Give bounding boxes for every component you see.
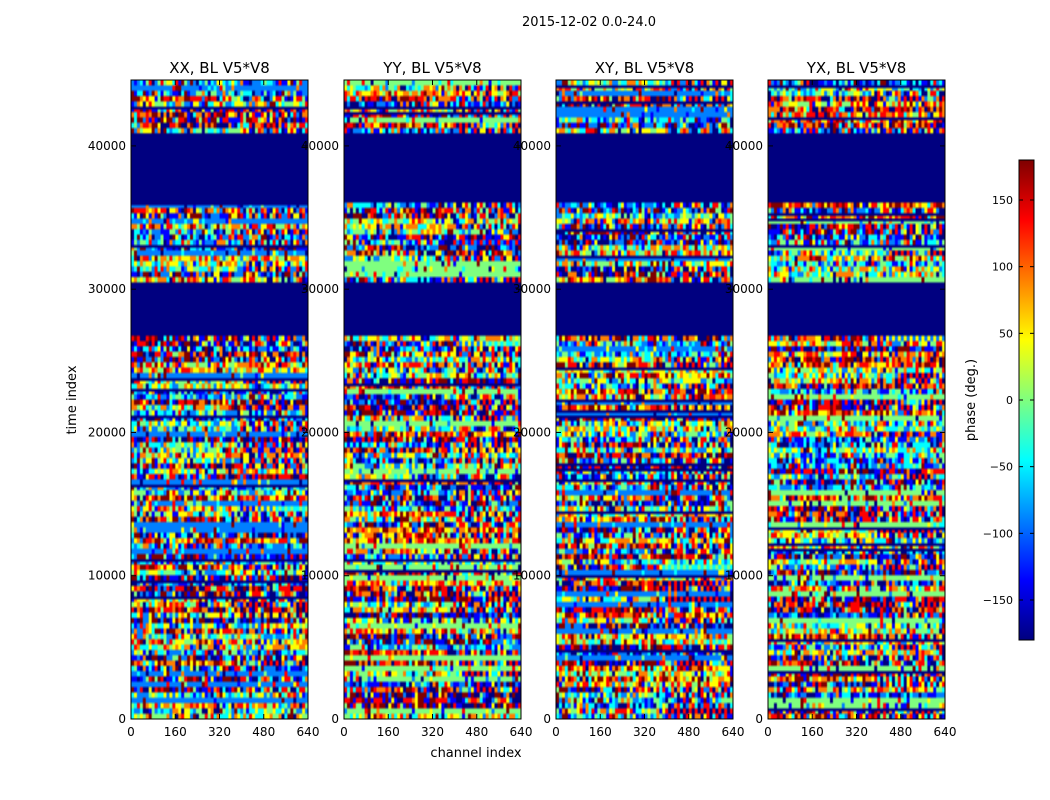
y-tick-label: 20000 [513,425,551,439]
x-tick-label: 160 [589,725,612,739]
colorbar-tick-label: 50 [999,327,1013,340]
colorbar: −150 −100 −50 0 50 100 150 phase (deg.) [964,159,1035,641]
x-tick-label: 640 [297,725,320,739]
y-tick-label: 30000 [88,282,126,296]
x-tick-label: 640 [722,725,745,739]
x-tick-label: 320 [633,725,656,739]
figure-suptitle: 2015-12-02 0.0-24.0 [522,15,656,30]
heatmap-image [768,80,945,719]
y-tick-label: 10000 [725,569,763,583]
y-tick-label: 10000 [513,569,551,583]
y-tick-label: 40000 [513,139,551,153]
panel-yx: YX, BL V5*V8 0 160 320 480 640 0 10000 20000 3000… [725,59,957,739]
x-tick-label: 480 [252,725,275,739]
x-tick-label: 640 [934,725,957,739]
x-tick-label: 0 [340,725,348,739]
y-tick-label: 10000 [301,569,339,583]
panel-title: XX, BL V5*V8 [169,59,270,77]
panel-title: YY, BL V5*V8 [382,59,481,77]
x-tick-label: 480 [677,725,700,739]
y-tick-label: 30000 [725,282,763,296]
colorbar-tick-label: −150 [983,594,1013,607]
x-tick-label: 480 [465,725,488,739]
y-tick-label: 20000 [301,425,339,439]
x-tick-label: 320 [208,725,231,739]
heatmap-image [556,80,733,719]
colorbar-label: phase (deg.) [964,359,979,441]
panels-group: XX, BL V5*V8 0 160 320 480 640 0 10000 20000 3000… [88,59,957,739]
x-tick-label: 640 [510,725,533,739]
y-tick-label: 40000 [725,139,763,153]
x-tick-label: 160 [801,725,824,739]
heatmap-image [344,80,521,719]
x-tick-label: 320 [845,725,868,739]
x-tick-label: 160 [164,725,187,739]
x-tick-label: 0 [127,725,135,739]
colorbar-tick-label: 100 [992,261,1013,274]
y-tick-label: 0 [755,712,763,726]
colorbar-ticks: −150 −100 −50 0 50 100 150 [983,194,1034,607]
panel-title: XY, BL V5*V8 [595,59,695,77]
y-axis-label: time index [65,365,80,434]
y-tick-label: 30000 [513,282,551,296]
y-tick-label: 40000 [88,139,126,153]
x-tick-label: 480 [889,725,912,739]
colorbar-tick-label: 0 [1006,394,1013,407]
colorbar-tick-label: −100 [983,527,1013,540]
x-tick-label: 0 [764,725,772,739]
x-tick-label: 0 [552,725,560,739]
panel-title: YX, BL V5*V8 [806,59,907,77]
y-tick-label: 0 [331,712,339,726]
y-tick-label: 0 [543,712,551,726]
colorbar-tick-label: 150 [992,194,1013,207]
panel-xx: XX, BL V5*V8 0 160 320 480 640 0 10000 20000 3000… [88,59,320,739]
heatmap-image [131,80,308,719]
y-tick-label: 20000 [725,425,763,439]
x-tick-label: 320 [421,725,444,739]
y-tick-label: 0 [118,712,126,726]
x-tick-label: 160 [377,725,400,739]
panel-xy: XY, BL V5*V8 0 160 320 480 640 0 10000 20000 3000… [513,59,745,739]
y-tick-label: 40000 [301,139,339,153]
y-tick-label: 20000 [88,425,126,439]
y-tick-label: 30000 [301,282,339,296]
colorbar-tick-label: −50 [990,461,1013,474]
x-axis-label: channel index [430,746,521,761]
y-tick-label: 10000 [88,569,126,583]
panel-yy: YY, BL V5*V8 0 160 320 480 640 0 10000 20000 3000… [301,59,533,739]
